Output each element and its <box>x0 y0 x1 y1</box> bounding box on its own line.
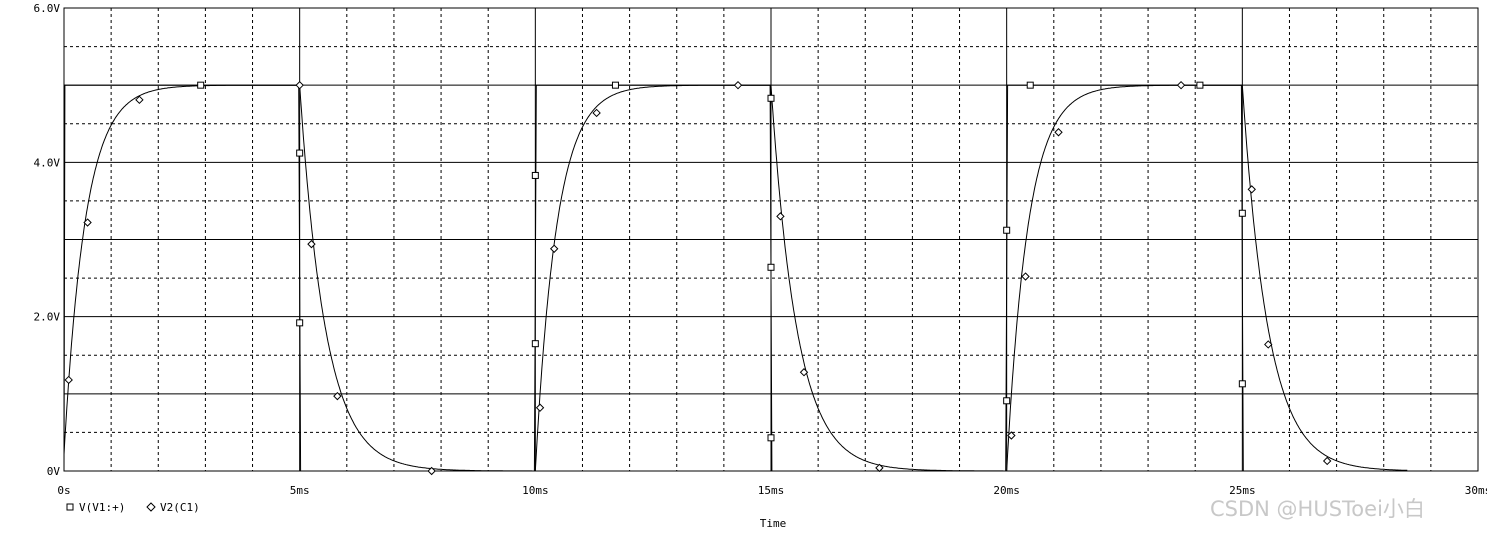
legend-square-marker <box>66 503 74 511</box>
series-marker-square <box>531 171 539 179</box>
x-tick-label: 0s <box>57 484 70 497</box>
legend-label-series-1: V(V1:+) <box>79 501 125 514</box>
series-marker-diamond <box>776 212 785 221</box>
series-marker-diamond <box>549 244 559 253</box>
plot-frame <box>63 7 1479 472</box>
series-markers <box>64 80 1332 476</box>
tick-labels: 0s 5ms 10ms 15ms 20ms 25ms 30ms 0V 2.0V 4.0V 6.0V <box>34 2 1487 497</box>
series-marker-square <box>767 94 775 102</box>
x-tick-label: 30ms <box>1465 484 1487 497</box>
series-marker-diamond <box>875 463 884 473</box>
series-marker-square <box>767 434 775 442</box>
x-axis-label: Time <box>760 517 787 530</box>
x-tick-label: 20ms <box>993 484 1020 497</box>
series-marker-square <box>1238 209 1246 217</box>
series-marker-square <box>296 319 304 327</box>
legend-label-series-2: V2(C1) <box>160 501 200 514</box>
series-marker-square <box>611 81 619 89</box>
series-marker-diamond <box>535 403 545 412</box>
series-marker-diamond <box>1322 456 1332 466</box>
x-tick-label: 25ms <box>1229 484 1256 497</box>
watermark: CSDN @HUSToei小白 <box>1210 497 1425 521</box>
series-marker-square <box>1026 81 1034 89</box>
series-marker-square <box>296 149 304 157</box>
series-marker-diamond <box>83 218 92 227</box>
series-marker-square <box>1238 380 1246 388</box>
series-marker-square <box>531 340 539 348</box>
series-marker-diamond <box>1247 185 1256 194</box>
series-marker-diamond <box>733 80 743 90</box>
series-marker-diamond <box>64 375 73 385</box>
legend: V(V1:+) V2(C1) <box>66 501 200 514</box>
y-tick-label: 4.0V <box>34 156 61 169</box>
x-tick-label: 10ms <box>522 484 549 497</box>
series-marker-diamond <box>307 239 316 249</box>
series-marker-diamond <box>1054 128 1063 137</box>
series-marker-diamond <box>592 108 601 118</box>
series-marker-square <box>767 263 775 271</box>
series-marker-square <box>1003 226 1011 234</box>
series-marker-diamond <box>799 368 809 377</box>
series-marker-diamond <box>1021 272 1030 281</box>
series-marker-diamond <box>427 466 436 476</box>
series-marker-square <box>1003 397 1011 405</box>
y-tick-label: 6.0V <box>34 2 61 15</box>
series-marker-square <box>1196 81 1204 89</box>
y-tick-label: 2.0V <box>34 311 61 324</box>
series-marker-diamond <box>1007 431 1016 440</box>
y-tick-label: 0V <box>47 465 61 478</box>
series-marker-diamond <box>1264 340 1273 349</box>
x-tick-label: 15ms <box>758 484 785 497</box>
plot-border <box>63 7 1479 472</box>
x-tick-label: 5ms <box>290 484 310 497</box>
series-marker-diamond <box>333 391 342 401</box>
series-marker-square <box>197 81 205 89</box>
series-marker-diamond <box>295 80 304 90</box>
series-marker-diamond <box>1176 80 1186 90</box>
series-marker-diamond <box>135 95 144 105</box>
legend-diamond-marker <box>146 502 156 512</box>
